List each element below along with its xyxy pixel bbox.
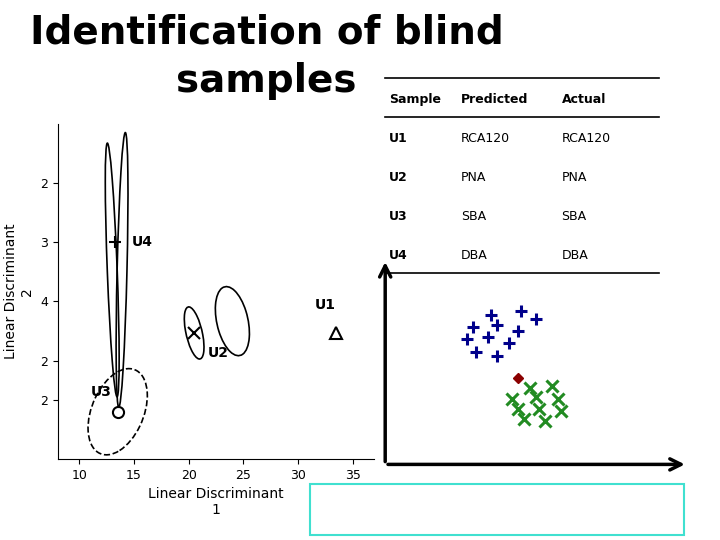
Text: Sample: Sample xyxy=(389,93,441,106)
Text: SBA: SBA xyxy=(461,210,486,223)
Text: WARWICK: WARWICK xyxy=(36,498,151,517)
Text: U1: U1 xyxy=(315,299,336,312)
Text: SBA: SBA xyxy=(562,210,587,223)
Text: samples: samples xyxy=(176,62,356,100)
Text: Otten, L and Gibson, MI. Manuscript in: Otten, L and Gibson, MI. Manuscript in xyxy=(384,500,610,509)
Text: PNA: PNA xyxy=(461,171,486,184)
Text: U2: U2 xyxy=(389,171,408,184)
Text: Predicted: Predicted xyxy=(461,93,528,106)
X-axis label: Linear Discriminant
1: Linear Discriminant 1 xyxy=(148,487,284,517)
Text: U3: U3 xyxy=(389,210,408,223)
Text: DBA: DBA xyxy=(461,249,487,262)
Text: Actual: Actual xyxy=(562,93,606,106)
Text: RCA120: RCA120 xyxy=(562,132,611,145)
Text: U4: U4 xyxy=(389,249,408,262)
Text: RCA120: RCA120 xyxy=(461,132,510,145)
Text: U1: U1 xyxy=(389,132,408,145)
Text: U4: U4 xyxy=(132,235,153,249)
Text: DBA: DBA xyxy=(562,249,588,262)
Text: Identification of blind: Identification of blind xyxy=(30,14,503,51)
Text: PNA: PNA xyxy=(562,171,587,184)
Text: U2: U2 xyxy=(207,346,228,360)
Y-axis label: Linear Discriminant
2: Linear Discriminant 2 xyxy=(4,224,35,360)
Text: U3: U3 xyxy=(91,385,112,399)
